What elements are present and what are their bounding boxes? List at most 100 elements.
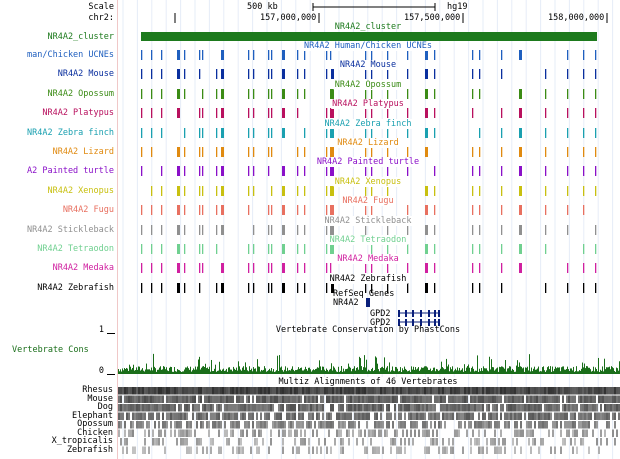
track-label[interactable]: man/Chicken UCNEs [27,50,114,60]
ucne-element[interactable] [545,244,547,254]
ucne-element[interactable] [583,263,585,274]
ucne-element[interactable] [472,185,474,196]
ucne-element[interactable] [425,50,428,60]
track-label[interactable]: A2 Painted turtle [27,166,114,177]
track-marks[interactable] [0,127,620,140]
ucne-element[interactable] [199,224,201,235]
ucne-element[interactable] [387,263,389,274]
ucne-element[interactable] [297,147,299,157]
ucne-element[interactable] [253,282,255,293]
ucne-element[interactable] [161,205,163,216]
ucne-element[interactable] [501,50,503,60]
ucne-element[interactable] [304,88,306,99]
ucne-element[interactable] [434,244,436,254]
ucne-element[interactable] [545,108,547,119]
ucne-element[interactable] [387,282,389,293]
ucne-element[interactable] [331,127,334,138]
ucne-element[interactable] [371,282,373,293]
ucne-element[interactable] [248,69,250,80]
ucne-element[interactable] [248,282,250,293]
ucne-element[interactable] [326,205,328,216]
ucne-element[interactable] [365,185,367,196]
ucne-element[interactable] [479,147,481,157]
ucne-element[interactable] [330,127,332,138]
ucne-element[interactable] [271,69,273,80]
ucne-element[interactable] [326,244,328,254]
ucne-element[interactable] [479,166,481,177]
ucne-element[interactable] [248,88,250,99]
ucne-element[interactable] [221,88,224,99]
ucne-element[interactable] [387,166,389,177]
ucne-element[interactable] [248,147,250,157]
ucne-element[interactable] [271,185,273,196]
ucne-element[interactable] [151,108,153,119]
track-marks[interactable] [0,282,620,295]
ucne-element[interactable] [326,50,328,60]
ucne-element[interactable] [253,108,255,119]
refseq-gene-nr4a2[interactable]: NR4A2 [333,298,359,308]
ucne-element[interactable] [583,244,585,254]
ucne-element[interactable] [297,88,299,99]
ucne-element[interactable] [519,50,522,60]
ucne-element[interactable] [472,224,474,235]
ucne-element[interactable] [177,69,180,80]
ucne-element[interactable] [583,127,585,138]
ucne-element[interactable] [371,88,373,99]
ucne-element[interactable] [501,205,503,216]
ucne-element[interactable] [271,127,273,138]
ucne-element[interactable] [271,263,273,274]
ucne-element[interactable] [387,88,389,99]
ucne-element[interactable] [151,224,153,235]
ucne-element[interactable] [177,224,180,235]
ucne-element[interactable] [221,127,224,138]
ucne-element[interactable] [304,244,306,254]
ucne-element[interactable] [248,244,250,254]
ucne-element[interactable] [282,263,285,274]
ucne-element[interactable] [141,282,143,293]
ucne-element[interactable] [595,88,597,99]
ucne-element[interactable] [151,147,153,157]
ucne-element[interactable] [365,69,367,80]
track-label[interactable]: NR4A2 Lizard [52,147,114,157]
ucne-element[interactable] [387,50,389,60]
ucne-element[interactable] [282,166,285,177]
ucne-element[interactable] [304,224,306,235]
ucne-element[interactable] [297,205,299,216]
ucne-element[interactable] [472,108,474,119]
ucne-element[interactable] [595,147,597,157]
ucne-element[interactable] [326,108,328,119]
ucne-element[interactable] [330,166,332,177]
ucne-element[interactable] [545,282,547,293]
ucne-element[interactable] [199,282,201,293]
ucne-element[interactable] [326,69,328,80]
ucne-element[interactable] [425,108,428,119]
ucne-element[interactable] [216,147,218,157]
ucne-element[interactable] [268,224,270,235]
ucne-element[interactable] [151,50,153,60]
ucne-element[interactable] [297,69,299,80]
ucne-element[interactable] [331,147,334,157]
ucne-element[interactable] [519,263,522,274]
ucne-element[interactable] [387,224,389,235]
ucne-element[interactable] [567,263,569,274]
ucne-element[interactable] [583,88,585,99]
ucne-element[interactable] [407,224,409,235]
ucne-element[interactable] [326,282,328,293]
ucne-element[interactable] [282,127,285,138]
ucne-element[interactable] [271,282,273,293]
ucne-element[interactable] [425,282,428,293]
ucne-element[interactable] [282,205,285,216]
ucne-element[interactable] [202,147,204,157]
ucne-element[interactable] [271,224,273,235]
ucne-element[interactable] [253,69,255,80]
ucne-element[interactable] [304,205,306,216]
ucne-element[interactable] [221,263,224,274]
ucne-element[interactable] [545,205,547,216]
ucne-element[interactable] [268,205,270,216]
ucne-element[interactable] [268,282,270,293]
ucne-element[interactable] [184,166,186,177]
ucne-element[interactable] [472,205,474,216]
ucne-element[interactable] [184,147,186,157]
ucne-element[interactable] [304,185,306,196]
ucne-element[interactable] [545,166,547,177]
